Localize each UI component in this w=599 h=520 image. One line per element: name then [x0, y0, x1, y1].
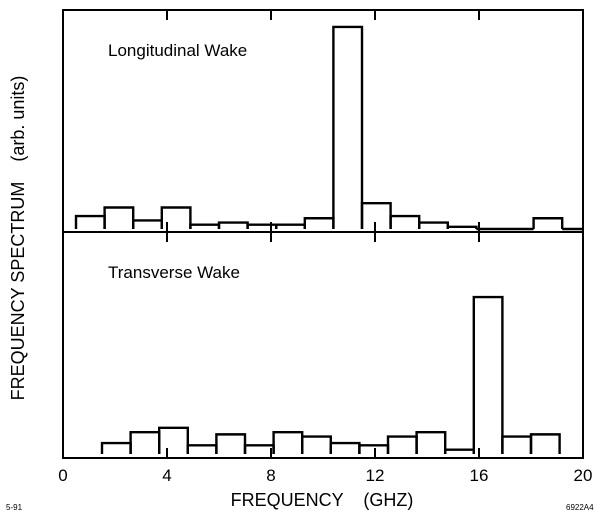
- x-tick-label-12: 12: [366, 466, 385, 485]
- y-axis-label: FREQUENCY SPECTRUM (arb. units): [8, 76, 28, 401]
- x-tick-label-8: 8: [266, 466, 275, 485]
- bottom-hist-bar-0: [100, 441, 132, 454]
- top-panel-plot: [74, 25, 583, 231]
- panel-bottom-frame: [62, 231, 584, 459]
- footer-right-code: 6922A4: [566, 503, 594, 512]
- bottom-hist-bar-14: [501, 435, 533, 454]
- top-hist-bar-2: [132, 219, 163, 229]
- bottom-hist-bar-8: [329, 441, 361, 454]
- x-tick-labels: 0 4 8 12 16 20: [58, 466, 592, 485]
- top-hist-bar-9: [332, 25, 364, 229]
- x-tick-label-4: 4: [162, 466, 171, 485]
- bottom-hist-bar-7: [301, 435, 332, 454]
- x-axis-label: FREQUENCY (GHZ): [231, 490, 414, 510]
- bottom-hist-bar-6: [272, 431, 304, 454]
- bottom-hist-bar-13: [472, 295, 504, 454]
- x-tick-label-16: 16: [470, 466, 489, 485]
- bottom-hist-bar-11: [415, 431, 447, 454]
- bottom-panel-annotation: Transverse Wake: [108, 263, 240, 282]
- top-hist-bar-12: [418, 221, 449, 229]
- top-hist-bar-0: [74, 214, 106, 229]
- bottom-hist-bar-2: [158, 426, 189, 454]
- top-hist-bar-1: [103, 206, 135, 229]
- top-hist-bar-8: [303, 217, 335, 229]
- footer-left-code: 5-91: [6, 503, 23, 512]
- top-hist-bar-5: [217, 221, 249, 229]
- top-hist-bar-10: [360, 202, 392, 229]
- bottom-hist-bar-5: [243, 444, 275, 454]
- top-hist-bar-11: [389, 214, 421, 229]
- x-tick-label-0: 0: [58, 466, 67, 485]
- tick-marks: [166, 10, 480, 458]
- top-hist-bar-3: [160, 206, 192, 229]
- bottom-hist-bar-1: [129, 431, 161, 454]
- bottom-hist-bar-10: [386, 435, 418, 454]
- top-hist-bar-7: [275, 223, 306, 229]
- top-hist-bar-13: [446, 225, 478, 229]
- bottom-panel-plot: [100, 295, 561, 454]
- bottom-hist-bar-3: [186, 444, 218, 454]
- bottom-hist-bar-4: [215, 433, 247, 454]
- bottom-hist-bar-12: [444, 448, 475, 454]
- top-hist-bar-16: [532, 217, 564, 229]
- top-hist-bar-4: [189, 223, 221, 229]
- bottom-hist-bar-15: [529, 433, 561, 454]
- top-panel-annotation: Longitudinal Wake: [108, 41, 247, 60]
- bottom-hist-bar-9: [358, 444, 390, 454]
- x-tick-label-20: 20: [574, 466, 593, 485]
